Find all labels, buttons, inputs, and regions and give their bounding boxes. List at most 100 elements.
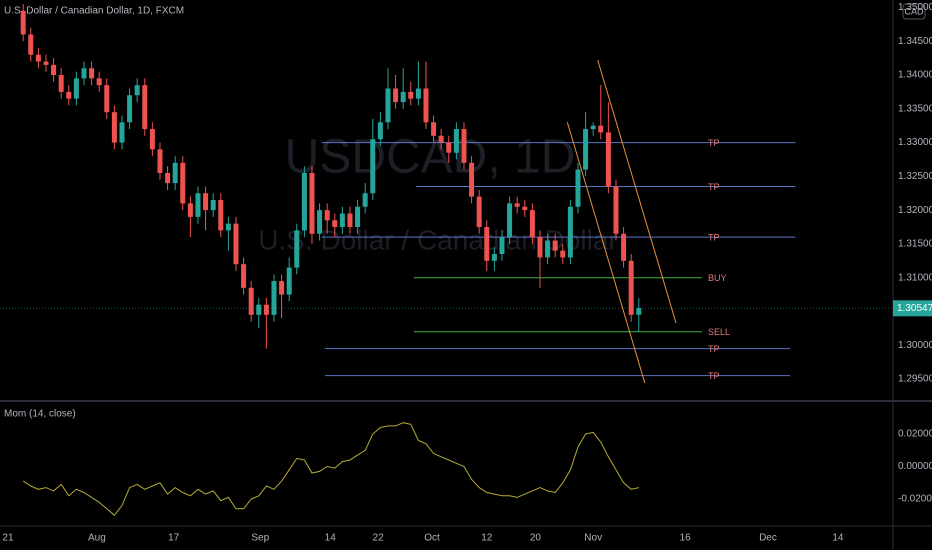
candle-body — [453, 129, 459, 153]
candle-body — [66, 91, 72, 99]
candle-body — [370, 139, 376, 194]
candle-body — [20, 10, 26, 35]
candle-body — [96, 78, 102, 86]
candle-body — [43, 61, 49, 65]
x-tick-label: Nov — [584, 533, 602, 544]
candle-body — [522, 206, 528, 211]
indicator-title: Mom (14, close) — [4, 409, 76, 420]
y-tick-label: 1.35000 — [898, 2, 932, 13]
candle-body — [598, 125, 604, 133]
last-price-box — [893, 300, 932, 317]
candle-body — [636, 308, 642, 315]
candle-body — [491, 254, 497, 261]
trend-line — [597, 59, 677, 324]
candle-body — [461, 129, 467, 163]
candle-body — [514, 203, 520, 207]
candle-body — [225, 223, 231, 231]
level-label: TP — [708, 138, 720, 148]
watermark-symbol: USDCAD, 1D — [285, 131, 576, 184]
candle-body — [81, 68, 87, 79]
symbol-title: U.S. Dollar / Canadian Dollar, 1D, FXCM — [4, 6, 184, 17]
y-tick-label: 1.29500 — [898, 374, 932, 385]
currency-label[interactable]: CAD — [904, 6, 924, 16]
candle-body — [180, 162, 186, 204]
candle-body — [172, 162, 178, 184]
level-label: TP — [708, 233, 720, 243]
candle-body — [621, 233, 627, 261]
candle-body — [408, 91, 414, 99]
candle-body — [127, 95, 133, 123]
candle-body — [294, 230, 300, 268]
y-tick-label: -0.02000 — [898, 494, 932, 505]
level-label: BUY — [708, 273, 727, 283]
level-label: TP — [708, 371, 720, 381]
candle-body — [545, 240, 551, 258]
y-tick-label: 1.32000 — [898, 205, 932, 216]
candle-body — [400, 91, 406, 103]
candle-body — [286, 267, 292, 295]
candle-body — [446, 142, 452, 153]
candle-body — [195, 193, 201, 217]
candle-body — [58, 75, 64, 92]
candle-body — [605, 132, 611, 187]
candle-body — [583, 129, 589, 170]
y-tick-label: 1.34000 — [898, 70, 932, 81]
x-tick-label: Sep — [251, 533, 269, 544]
x-tick-label: Oct — [424, 533, 440, 544]
candle-body — [51, 64, 57, 75]
level-label: SELL — [708, 327, 730, 337]
x-tick-label: 16 — [680, 533, 692, 544]
candle-body — [111, 112, 117, 143]
candle-body — [484, 227, 490, 261]
candle-body — [165, 172, 171, 184]
candle-body — [423, 88, 429, 123]
x-tick-label: 20 — [530, 533, 542, 544]
y-tick-label: 1.31000 — [898, 272, 932, 283]
x-tick-label: 12 — [481, 533, 493, 544]
candle-body — [309, 172, 315, 234]
y-tick-label: 1.34500 — [898, 36, 932, 47]
candle-body — [469, 162, 475, 197]
currency-badge[interactable] — [902, 3, 926, 20]
candle-body — [263, 304, 269, 315]
candle-body — [393, 88, 399, 103]
candle-body — [431, 122, 437, 136]
x-tick-label: 14 — [325, 533, 337, 544]
y-tick-label: 1.33500 — [898, 103, 932, 114]
y-tick-label: 1.32500 — [898, 171, 932, 182]
candle-body — [28, 34, 34, 55]
candle-body — [73, 78, 79, 99]
candle-body — [271, 281, 277, 315]
candle-body — [567, 206, 573, 258]
candle-body — [203, 193, 209, 211]
candle-body — [613, 186, 619, 234]
candle-body — [362, 193, 368, 207]
x-tick-label: Dec — [759, 533, 777, 544]
candle-body — [628, 260, 634, 315]
candle-body — [248, 287, 254, 315]
candle-body — [233, 223, 239, 265]
candle-body — [552, 240, 558, 251]
candle-body — [119, 122, 125, 143]
candle-body — [529, 210, 535, 238]
momentum-line — [22, 422, 639, 517]
candle-body — [279, 281, 285, 295]
candle-body — [590, 125, 596, 130]
candle-body — [355, 206, 361, 228]
candle-body — [35, 54, 41, 62]
y-tick-label: 1.30000 — [898, 340, 932, 351]
candle-body — [385, 88, 391, 123]
level-label: TP — [708, 182, 720, 192]
x-tick-label: 22 — [373, 533, 385, 544]
x-tick-label: 14 — [832, 533, 844, 544]
x-tick-label: 17 — [168, 533, 180, 544]
candle-body — [415, 88, 421, 99]
candle-body — [377, 122, 383, 140]
candle-body — [560, 250, 566, 258]
candle-body — [332, 220, 338, 228]
candle-body — [218, 200, 224, 231]
y-tick-label: 1.31500 — [898, 239, 932, 250]
candle-body — [134, 85, 140, 96]
y-tick-label: 1.33000 — [898, 137, 932, 148]
